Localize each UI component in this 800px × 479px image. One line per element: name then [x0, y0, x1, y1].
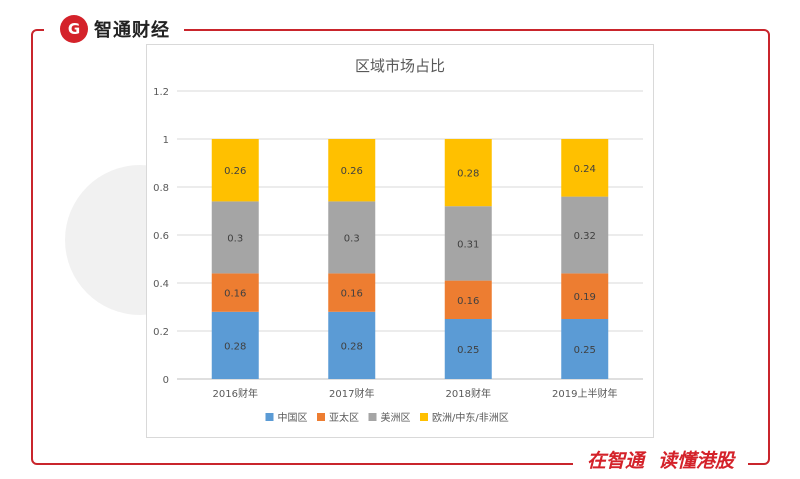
data-label: 0.28 — [224, 341, 246, 352]
slogan-part2: 读懂港股 — [657, 449, 734, 472]
bar-segment — [561, 319, 609, 379]
bar-segment — [561, 273, 609, 319]
red-frame — [31, 29, 770, 465]
bar-segment — [328, 311, 376, 379]
data-label: 0.16 — [341, 289, 363, 300]
data-label: 0.32 — [574, 231, 596, 242]
bar-segment — [444, 319, 492, 379]
data-label: 0.19 — [574, 292, 596, 303]
bar-segment — [561, 196, 609, 274]
legend-swatch — [317, 413, 325, 421]
y-tick-label: 0.8 — [153, 183, 169, 194]
x-category-label: 2018财年 — [446, 387, 491, 400]
data-label: 0.28 — [457, 169, 479, 180]
data-label: 0.3 — [227, 233, 243, 244]
chart-title: 区域市场占比 — [355, 57, 445, 75]
bar-segment — [328, 201, 376, 274]
bar-segment — [444, 139, 492, 207]
x-category-label: 2017财年 — [329, 387, 374, 400]
data-label: 0.31 — [457, 239, 479, 250]
y-tick-label: 1.2 — [153, 87, 169, 98]
legend-swatch — [420, 413, 428, 421]
chart-card: 区域市场占比 0 0.2 0.4 0.6 0.8 1 1.2 0.28 0.16 0.3 0.26… — [146, 44, 654, 438]
slogan: 在智通 读懂港股 — [572, 444, 748, 474]
legend-label: 中国区 — [278, 411, 308, 424]
bar-segment — [328, 273, 376, 312]
data-label: 0.3 — [344, 233, 360, 244]
data-label: 0.28 — [341, 341, 363, 352]
data-label: 0.16 — [224, 289, 246, 300]
bar-segment — [211, 201, 259, 274]
brand-name: 智通财经 — [94, 20, 170, 41]
bar-segment — [444, 206, 492, 281]
bar-segment — [444, 280, 492, 319]
x-category-label: 2016财年 — [213, 387, 258, 400]
data-label: 0.25 — [457, 345, 479, 356]
x-category-label: 2019上半财年 — [552, 387, 617, 400]
stacked-bar-chart: 区域市场占比 0 0.2 0.4 0.6 0.8 1 1.2 0.28 0.16 0.3 0.26… — [153, 57, 643, 424]
legend-swatch — [368, 413, 377, 421]
legend-label: 欧洲/中东/非洲区 — [432, 411, 509, 424]
legend-label: 美洲区 — [381, 411, 411, 424]
bar-segment — [561, 139, 609, 197]
data-label: 0.26 — [341, 166, 363, 177]
y-tick-label: 0 — [163, 375, 169, 386]
data-label: 0.24 — [574, 164, 596, 175]
legend-swatch — [265, 413, 274, 421]
y-tick-label: 0.2 — [153, 327, 169, 338]
bar-segment — [211, 139, 259, 202]
brand-header: G 智通财经 — [44, 12, 184, 46]
bar-segment — [211, 273, 259, 312]
data-label: 0.26 — [224, 166, 246, 177]
y-tick-label: 1 — [163, 135, 169, 146]
brand-logo-icon: G — [60, 15, 88, 43]
data-label: 0.16 — [457, 296, 479, 307]
legend-label: 亚太区 — [329, 411, 359, 424]
data-label: 0.25 — [574, 345, 596, 356]
bar-segment — [328, 139, 376, 202]
y-tick-label: 0.4 — [153, 279, 169, 290]
y-tick-label: 0.6 — [153, 231, 169, 242]
slogan-part1: 在智通 — [586, 449, 644, 472]
bar-segment — [211, 311, 259, 379]
